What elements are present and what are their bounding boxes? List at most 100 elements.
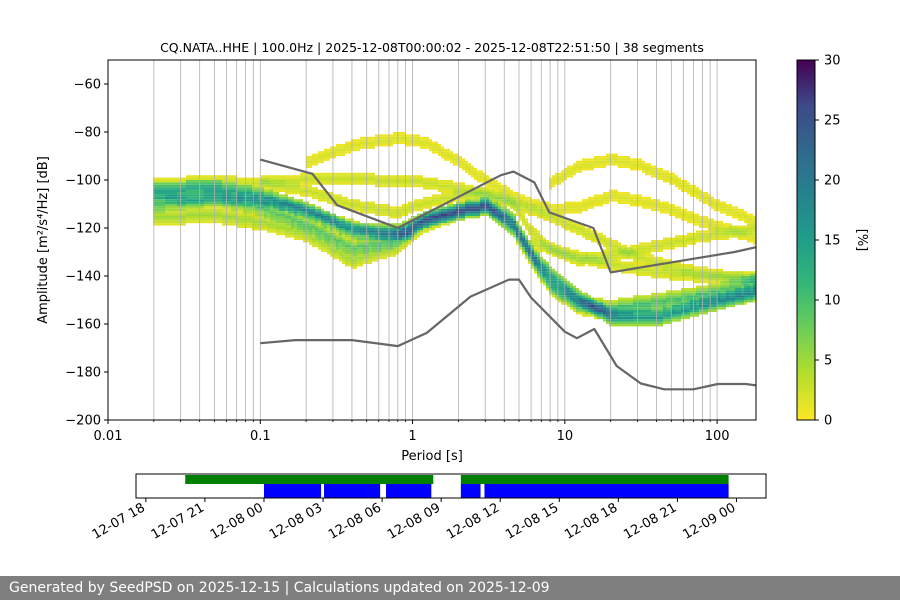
heatmap-cell xyxy=(408,182,411,185)
heatmap-cell xyxy=(633,302,636,305)
heatmap-cell xyxy=(297,187,300,190)
heatmap-cell xyxy=(594,304,597,308)
heatmap-cell xyxy=(300,228,303,231)
heatmap-cell xyxy=(573,254,576,257)
heatmap-cell xyxy=(405,206,408,209)
heatmap-cell xyxy=(555,211,558,214)
heatmap-cell xyxy=(633,312,636,315)
heatmap-cell xyxy=(594,163,597,166)
heatmap-cell xyxy=(552,295,555,298)
heatmap-cell xyxy=(228,180,231,183)
heatmap-cell xyxy=(420,232,423,236)
heatmap-cell xyxy=(645,316,648,320)
heatmap-cell xyxy=(291,177,294,180)
heatmap-cell xyxy=(492,204,495,207)
heatmap-cell xyxy=(333,247,336,250)
heatmap-cell xyxy=(657,208,660,212)
heatmap-cell xyxy=(561,247,564,250)
heatmap-cell xyxy=(378,249,381,252)
heatmap-cell xyxy=(246,180,249,183)
heatmap-cell xyxy=(201,201,204,204)
heatmap-cell xyxy=(498,204,501,207)
heatmap-cell xyxy=(699,189,702,192)
heatmap-cell xyxy=(711,295,714,298)
heatmap-cell xyxy=(519,211,522,214)
heatmap-cell xyxy=(744,235,747,238)
heatmap-cell xyxy=(315,180,318,183)
heatmap-cell xyxy=(519,225,522,228)
heatmap-cell xyxy=(750,290,753,293)
heatmap-cell xyxy=(306,218,309,221)
heatmap-cell xyxy=(435,225,438,228)
heatmap-cell xyxy=(720,280,723,284)
heatmap-cell xyxy=(282,228,285,231)
heatmap-cell xyxy=(690,237,693,240)
heatmap-cell xyxy=(621,249,624,252)
heatmap-cell xyxy=(330,146,333,149)
heatmap-cell xyxy=(555,208,558,212)
heatmap-cell xyxy=(312,240,315,243)
heatmap-cell xyxy=(597,165,600,168)
heatmap-cell xyxy=(657,244,660,248)
heatmap-cell xyxy=(156,177,159,180)
heatmap-cell xyxy=(750,278,753,281)
heatmap-cell xyxy=(651,208,654,212)
heatmap-cell xyxy=(414,220,417,224)
heatmap-cell xyxy=(681,290,684,293)
heatmap-cell xyxy=(651,309,654,312)
heatmap-cell xyxy=(444,192,447,195)
heatmap-cell xyxy=(747,295,750,298)
heatmap-cell xyxy=(747,223,750,226)
heatmap-cell xyxy=(339,196,342,200)
heatmap-cell xyxy=(486,177,489,180)
heatmap-cell xyxy=(381,242,384,245)
heatmap-cell xyxy=(222,175,225,178)
heatmap-cell xyxy=(270,223,273,226)
heatmap-cell xyxy=(552,249,555,252)
heatmap-cell xyxy=(288,177,291,180)
heatmap-cell xyxy=(264,189,267,192)
heatmap-cell xyxy=(447,148,450,152)
heatmap-cell xyxy=(714,230,717,233)
heatmap-cell xyxy=(606,249,609,252)
heatmap-cell xyxy=(417,223,420,226)
heatmap-cell xyxy=(750,288,753,291)
heatmap-cell xyxy=(639,201,642,204)
heatmap-cell xyxy=(624,249,627,252)
heatmap-cell xyxy=(711,235,714,238)
heatmap-cell xyxy=(186,218,189,221)
heatmap-cell xyxy=(672,182,675,185)
heatmap-cell xyxy=(399,211,402,214)
heatmap-cell xyxy=(327,216,330,219)
heatmap-cell xyxy=(324,172,327,176)
heatmap-cell xyxy=(444,184,447,188)
heatmap-cell xyxy=(492,216,495,219)
heatmap-cell xyxy=(486,208,489,212)
heatmap-cell xyxy=(387,208,390,212)
heatmap-cell xyxy=(708,304,711,308)
heatmap-cell xyxy=(390,223,393,226)
heatmap-cell xyxy=(660,300,663,303)
heatmap-cell xyxy=(600,316,603,320)
heatmap-cell xyxy=(192,216,195,219)
heatmap-cell xyxy=(261,220,264,224)
heatmap-cell xyxy=(690,213,693,216)
heatmap-cell xyxy=(447,218,450,221)
heatmap-cell xyxy=(678,235,681,238)
heatmap-cell xyxy=(489,206,492,209)
heatmap-cell xyxy=(603,192,606,195)
heatmap-cell xyxy=(753,240,756,243)
heatmap-cell xyxy=(246,223,249,226)
heatmap-cell xyxy=(483,213,486,216)
heatmap-cell xyxy=(567,168,570,171)
heatmap-cell xyxy=(489,184,492,188)
heatmap-cell xyxy=(345,148,348,152)
heatmap-cell xyxy=(384,244,387,248)
heatmap-cell xyxy=(654,201,657,204)
heatmap-cell xyxy=(639,324,642,327)
heatmap-cell xyxy=(711,288,714,291)
heatmap-cell xyxy=(558,182,561,185)
heatmap-cell xyxy=(372,136,375,140)
heatmap-cell xyxy=(672,290,675,293)
heatmap-cell xyxy=(654,204,657,207)
